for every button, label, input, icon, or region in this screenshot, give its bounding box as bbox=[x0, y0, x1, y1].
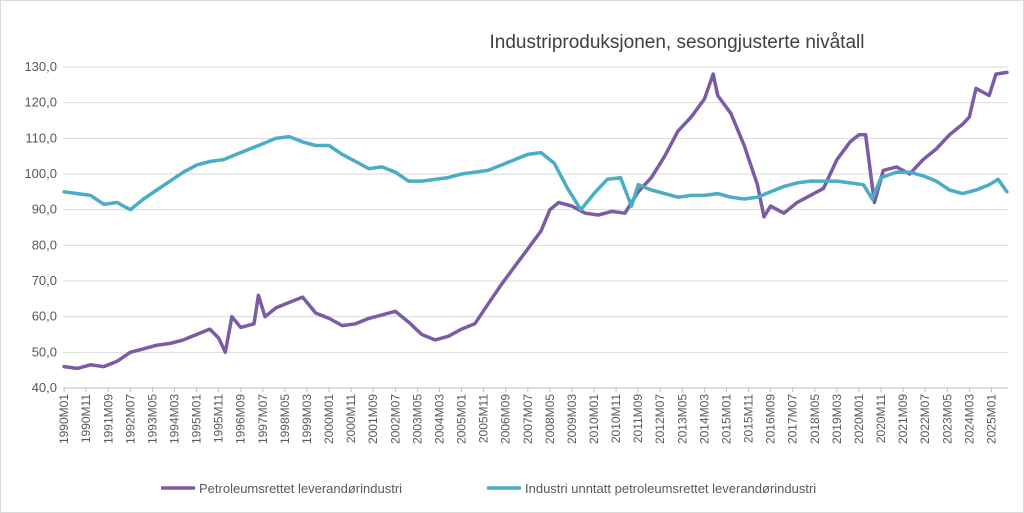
x-tick-label: 2017M07 bbox=[786, 394, 800, 444]
y-tick-label: 130,0 bbox=[24, 59, 57, 74]
x-tick-label: 2010M11 bbox=[609, 394, 623, 443]
y-tick-label: 70,0 bbox=[32, 273, 57, 288]
x-tick-label: 2020M11 bbox=[874, 394, 888, 443]
x-tick-label: 2007M07 bbox=[521, 394, 535, 444]
series-line-2 bbox=[62, 134, 1009, 212]
x-tick-label: 2024M03 bbox=[962, 394, 976, 444]
x-tick-label: 2013M05 bbox=[675, 394, 689, 444]
x-tick-label: 1994M03 bbox=[168, 394, 182, 444]
x-tick-label: 2022M07 bbox=[918, 394, 932, 444]
y-tick-label: 90,0 bbox=[32, 202, 57, 217]
x-tick-label: 2006M09 bbox=[499, 394, 513, 444]
x-tick-label: 2000M01 bbox=[322, 394, 336, 444]
x-tick-label: 2015M01 bbox=[719, 394, 733, 444]
x-tick-label: 2015M11 bbox=[742, 394, 756, 443]
x-tick-label: 2020M01 bbox=[852, 394, 866, 444]
x-tick-label: 1999M03 bbox=[300, 394, 314, 444]
x-tick-label: 2019M03 bbox=[830, 394, 844, 444]
x-tick-label: 1990M01 bbox=[57, 394, 71, 444]
x-tick-label: 2014M03 bbox=[697, 394, 711, 444]
y-tick-label: 110,0 bbox=[25, 130, 57, 145]
x-tick-label: 2004M03 bbox=[432, 394, 446, 444]
x-tick-label: 1998M05 bbox=[278, 394, 292, 444]
y-tick-label: 50,0 bbox=[32, 344, 57, 359]
x-tick-label: 1996M09 bbox=[234, 394, 248, 444]
x-axis: 1990M01 1990M11 1991M09 1992M07 1993M05 1994M… bbox=[57, 387, 1008, 444]
x-tick-label: 2023M05 bbox=[940, 394, 954, 444]
legend-label: Industri unntatt petroleumsrettet levera… bbox=[525, 481, 816, 496]
x-tick-label: 2005M01 bbox=[455, 394, 469, 444]
x-tick-label: 1997M07 bbox=[256, 394, 270, 444]
x-tick-label: 2011M09 bbox=[631, 394, 645, 443]
x-tick-label: 2009M03 bbox=[565, 394, 579, 444]
x-tick-label: 2000M11 bbox=[344, 394, 358, 443]
y-tick-label: 100,0 bbox=[24, 166, 57, 181]
y-tick-label: 80,0 bbox=[32, 237, 57, 252]
y-tick-label: 60,0 bbox=[32, 309, 57, 324]
x-tick-label: 2016M09 bbox=[764, 394, 778, 444]
x-tick-label: 2001M09 bbox=[366, 394, 380, 444]
x-tick-label: 2012M07 bbox=[653, 394, 667, 444]
x-tick-label: 1995M11 bbox=[212, 394, 226, 443]
series-lines bbox=[62, 70, 1009, 371]
x-tick-label: 2008M05 bbox=[543, 394, 557, 444]
series-line-1 bbox=[62, 70, 1009, 371]
x-tick-label: 1991M09 bbox=[101, 394, 115, 444]
x-tick-label: 1990M11 bbox=[79, 394, 93, 443]
legend-label: Petroleumsrettet leverandørindustri bbox=[199, 481, 402, 496]
x-tick-label: 2018M05 bbox=[808, 394, 822, 444]
gridlines bbox=[63, 66, 1008, 389]
x-tick-label: 2010M01 bbox=[587, 394, 601, 444]
x-tick-label: 1995M01 bbox=[190, 394, 204, 444]
x-tick-label: 2005M11 bbox=[477, 394, 491, 443]
x-tick-label: 2003M05 bbox=[410, 394, 424, 444]
y-tick-label: 40,0 bbox=[32, 380, 57, 395]
chart-title: Industriproduksjonen, sesongjusterte niv… bbox=[490, 32, 865, 53]
x-tick-label: 2002M07 bbox=[388, 394, 402, 444]
y-axis-tick-labels: 40,0 50,0 60,0 70,0 80,0 90,0 100,0 110,0 120,0 1… bbox=[24, 59, 57, 395]
x-tick-label: 1993M05 bbox=[145, 394, 159, 444]
x-tick-label: 2025M01 bbox=[984, 394, 998, 444]
x-tick-label: 1992M07 bbox=[123, 394, 137, 444]
legend: Petroleumsrettet leverandørindustri Indus… bbox=[161, 481, 816, 496]
y-tick-label: 120,0 bbox=[24, 95, 57, 110]
x-tick-label: 2021M09 bbox=[896, 394, 910, 444]
